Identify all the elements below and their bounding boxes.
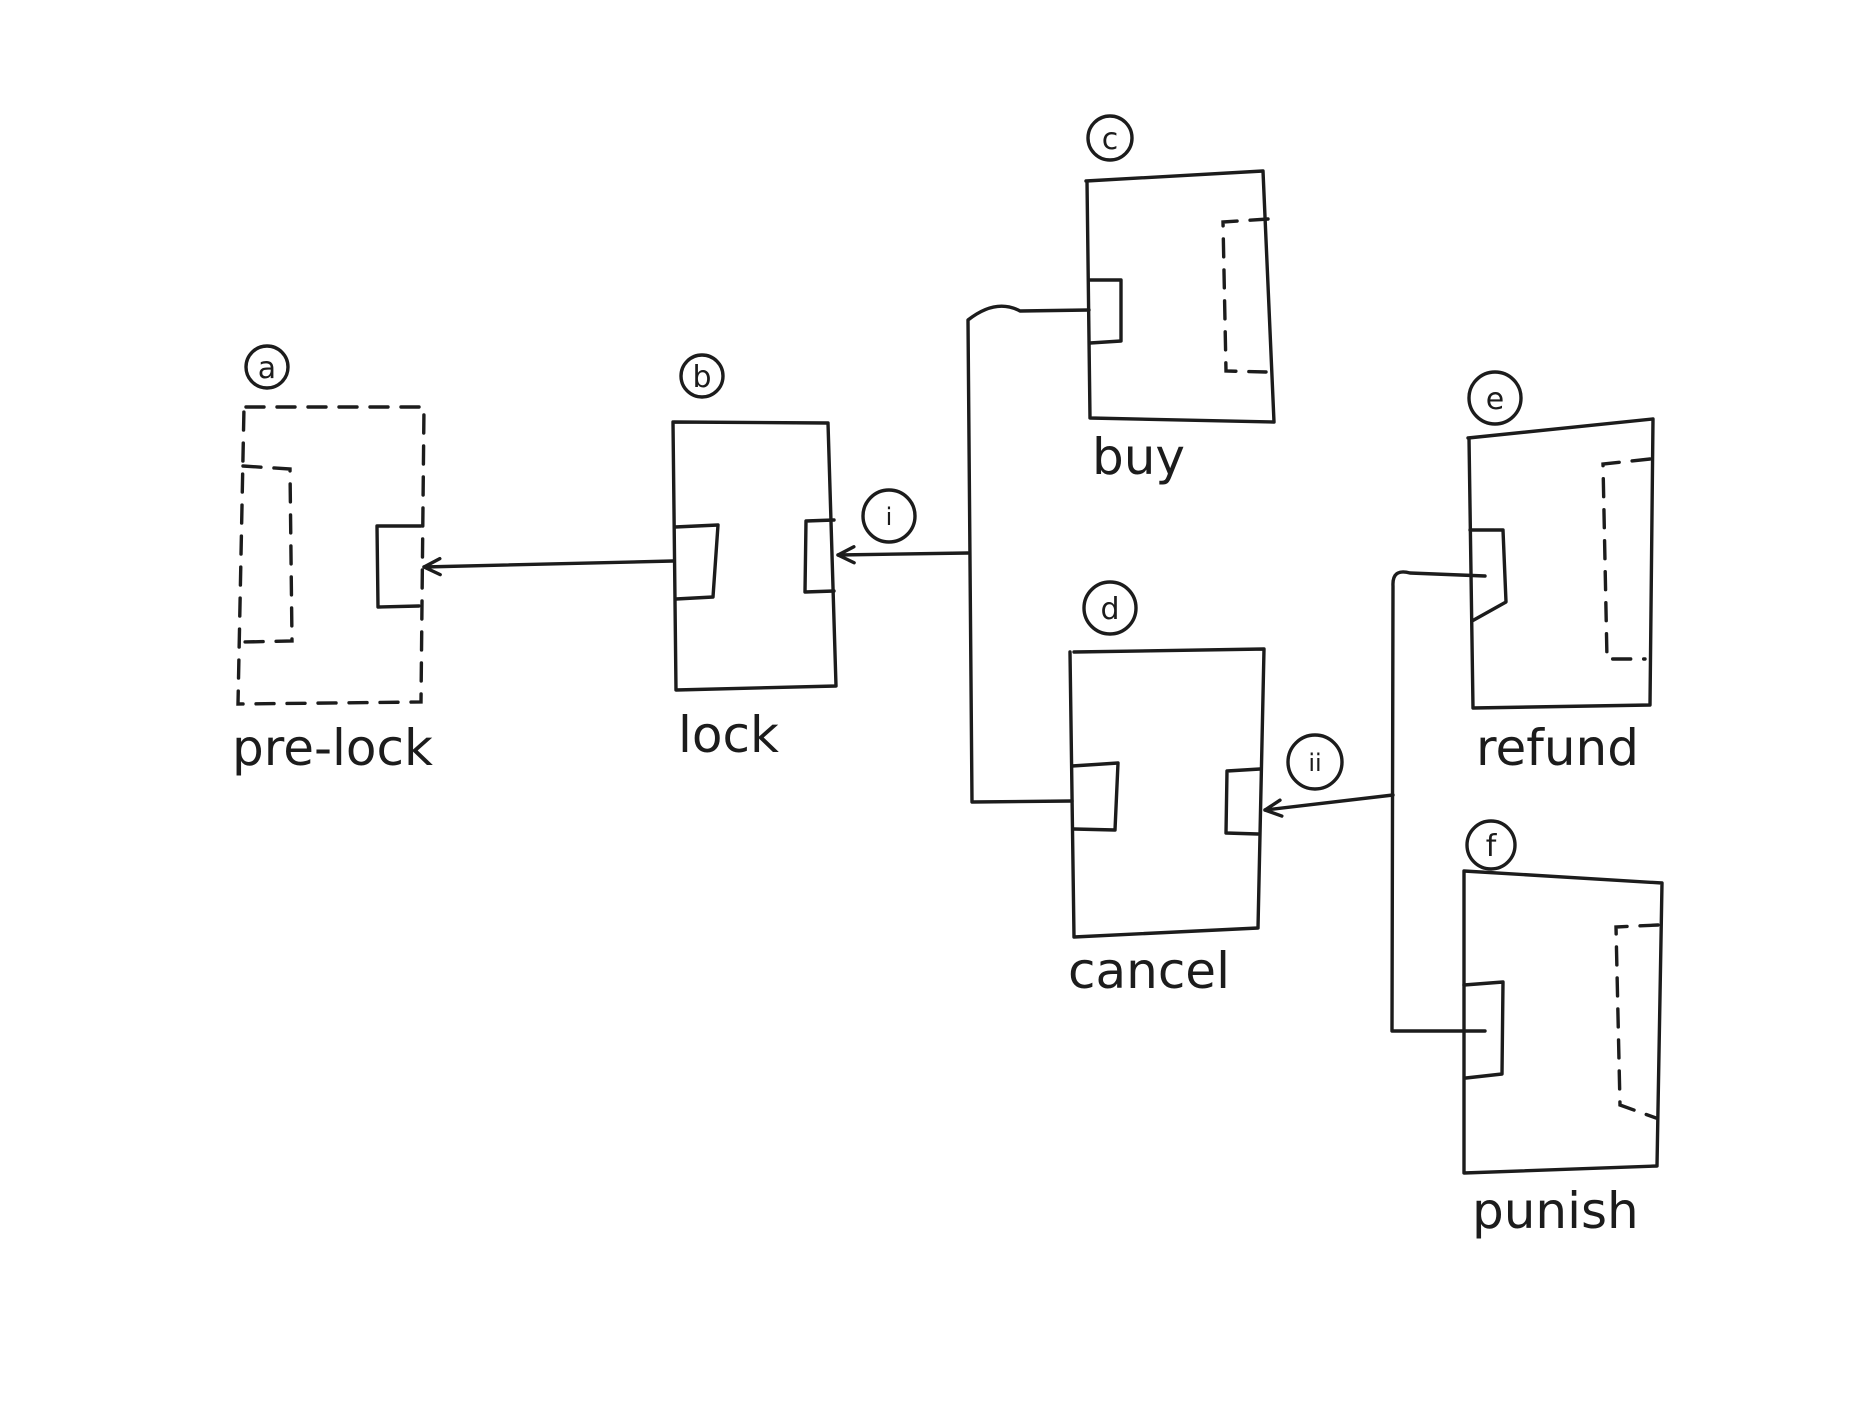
node-f-frame <box>1462 869 1664 1175</box>
node-c-output-slot <box>1221 217 1270 374</box>
node-c-letter: c <box>1102 122 1119 157</box>
node-e-letter: e <box>1486 382 1504 417</box>
edge-ii: ii <box>1263 570 1487 1033</box>
node-b-output-slot <box>803 518 836 594</box>
edge-ii-label: ii <box>1308 749 1321 777</box>
node-d-output-slot <box>1224 767 1262 836</box>
node-f-letter: f <box>1486 829 1498 864</box>
node-e-input-slot <box>1468 528 1508 623</box>
node-d-input-slot <box>1070 761 1120 832</box>
node-c-label: buy <box>1092 428 1185 486</box>
node-f-marker <box>1465 819 1517 871</box>
node-d-label: cancel <box>1068 942 1230 1000</box>
node-a-input-slot <box>241 464 294 644</box>
node-c-marker <box>1086 114 1134 162</box>
node-e-marker <box>1467 370 1523 426</box>
node-c-frame <box>1084 169 1276 424</box>
node-d-letter: d <box>1100 592 1119 627</box>
node-c: c buy <box>1084 114 1276 486</box>
node-b: b lock <box>671 353 838 764</box>
edge-i-arrow <box>836 545 970 565</box>
node-e: e refund <box>1466 370 1655 777</box>
edge-ii-bus <box>1390 570 1487 1033</box>
node-b-frame <box>671 420 838 692</box>
node-d-frame <box>1068 647 1266 939</box>
node-e-label: refund <box>1476 719 1639 777</box>
node-e-output-slot <box>1601 457 1652 661</box>
node-d: d cancel <box>1068 580 1266 1000</box>
node-b-letter: b <box>692 360 711 395</box>
node-f-label: punish <box>1472 1182 1639 1240</box>
node-a-marker <box>244 344 290 390</box>
edge-b-to-a <box>422 556 675 577</box>
node-f-input-slot <box>1462 980 1505 1080</box>
edge-i-label: i <box>886 503 893 531</box>
node-d-marker <box>1082 580 1138 636</box>
node-b-input-slot <box>673 523 720 601</box>
node-a-output-slot <box>375 524 423 609</box>
node-f: f punish <box>1462 819 1664 1240</box>
node-e-frame <box>1466 417 1655 710</box>
node-a-label: pre-lock <box>232 719 433 777</box>
edge-i-bus <box>966 304 1091 804</box>
edge-ii-arrow <box>1263 793 1395 818</box>
edge-i: i <box>836 304 1091 804</box>
edge-ii-marker <box>1286 733 1344 791</box>
node-a: a pre-lock <box>232 344 433 777</box>
node-b-marker <box>679 353 725 399</box>
node-a-letter: a <box>258 351 276 386</box>
node-c-input-slot <box>1087 278 1123 345</box>
node-b-label: lock <box>678 706 779 764</box>
edge-i-marker <box>861 488 917 544</box>
node-f-output-slot <box>1614 923 1660 1120</box>
node-a-frame <box>236 405 426 706</box>
